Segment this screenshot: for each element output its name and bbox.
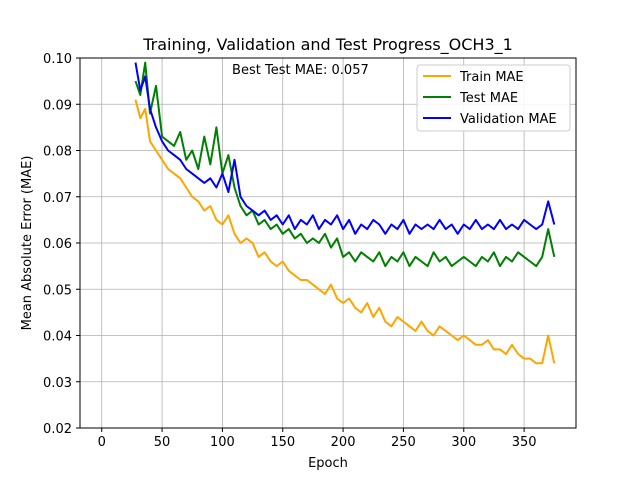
y-tick-label: 0.03 xyxy=(43,376,72,391)
x-axis-label: Epoch xyxy=(308,456,348,471)
train-mae-line xyxy=(134,99,556,365)
legend-label-train: Train MAE xyxy=(459,70,524,85)
x-tick-label: 150 xyxy=(270,435,295,450)
x-tick-label: 100 xyxy=(210,435,235,450)
x-tick-label: 350 xyxy=(512,435,537,450)
y-axis-label: Mean Absolute Error (MAE) xyxy=(20,156,35,331)
y-tick-label: 0.04 xyxy=(43,330,72,345)
y-tick-label: 0.05 xyxy=(43,283,72,298)
y-tick-label: 0.10 xyxy=(43,52,72,67)
test-mae-line xyxy=(134,61,556,268)
best-test-annotation: Best Test MAE: 0.057 xyxy=(232,63,369,78)
y-tick-label: 0.09 xyxy=(43,98,72,113)
y-tick-label: 0.06 xyxy=(43,237,72,252)
x-tick-label: 200 xyxy=(331,435,356,450)
legend-box xyxy=(416,64,571,132)
x-tick-label: 50 xyxy=(154,435,171,450)
y-tick-label: 0.08 xyxy=(43,145,72,160)
legend-label-validation: Validation MAE xyxy=(460,112,557,127)
x-axis-ticks: 0 50 100 150 200 250 300 350 xyxy=(98,428,537,450)
x-tick-label: 300 xyxy=(451,435,476,450)
legend-label-test: Test MAE xyxy=(459,91,518,106)
x-tick-label: 250 xyxy=(391,435,416,450)
chart-title: Training, Validation and Test Progress_O… xyxy=(142,35,513,55)
y-tick-label: 0.07 xyxy=(43,191,72,206)
validation-mae-line xyxy=(134,62,556,235)
y-axis-ticks: 0.02 0.03 0.04 0.05 0.06 0.07 0.08 0.09 0.10 xyxy=(43,52,80,437)
y-tick-label: 0.02 xyxy=(43,422,72,437)
legend: Train MAE Test MAE Validation MAE xyxy=(416,64,571,132)
x-tick-label: 0 xyxy=(98,435,106,450)
series-layer xyxy=(134,61,556,365)
